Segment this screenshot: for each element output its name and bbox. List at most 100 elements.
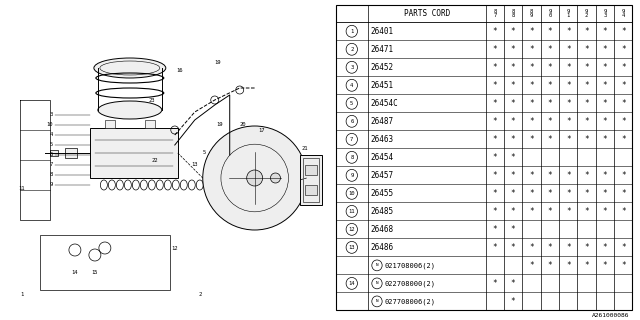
Text: *: * (511, 243, 515, 252)
Bar (145, 120, 155, 128)
Text: 26452: 26452 (371, 63, 394, 72)
Text: 5: 5 (203, 149, 206, 155)
Text: *: * (493, 207, 497, 216)
Text: 022708000(2): 022708000(2) (385, 280, 436, 287)
Text: *: * (621, 189, 625, 198)
Text: *: * (566, 99, 570, 108)
Text: *: * (621, 243, 625, 252)
Text: 26471: 26471 (371, 45, 394, 54)
Text: *: * (529, 261, 534, 270)
Text: 14: 14 (72, 269, 78, 275)
Text: *: * (493, 171, 497, 180)
Text: *: * (493, 189, 497, 198)
Text: *: * (493, 99, 497, 108)
Text: *: * (566, 63, 570, 72)
Text: 26487: 26487 (371, 117, 394, 126)
Text: 8: 8 (350, 155, 353, 160)
Text: *: * (529, 63, 534, 72)
Text: 26468: 26468 (371, 225, 394, 234)
Bar (305, 185, 317, 195)
Text: *: * (511, 45, 515, 54)
Text: *: * (584, 261, 589, 270)
Text: *: * (493, 27, 497, 36)
Text: 17: 17 (259, 127, 265, 132)
Text: *: * (621, 81, 625, 90)
Text: 26486: 26486 (371, 243, 394, 252)
Text: *: * (529, 45, 534, 54)
Text: *: * (603, 63, 607, 72)
Text: *: * (511, 279, 515, 288)
Text: 021708006(2): 021708006(2) (385, 262, 436, 268)
Text: *: * (511, 189, 515, 198)
Text: *: * (529, 27, 534, 36)
Text: *: * (493, 117, 497, 126)
Text: *: * (621, 207, 625, 216)
Text: *: * (566, 243, 570, 252)
Text: 3: 3 (50, 113, 53, 117)
Text: *: * (493, 81, 497, 90)
Text: 9
4: 9 4 (621, 9, 625, 18)
Text: *: * (511, 27, 515, 36)
Text: 23: 23 (148, 98, 155, 102)
Text: *: * (548, 27, 552, 36)
Text: 3: 3 (350, 65, 353, 70)
Text: *: * (529, 135, 534, 144)
Text: PARTS CORD: PARTS CORD (404, 9, 450, 18)
Text: *: * (584, 117, 589, 126)
Text: N: N (376, 300, 378, 303)
Text: 9
1: 9 1 (566, 9, 570, 18)
Bar (40, 235, 170, 290)
Text: 2: 2 (198, 292, 202, 298)
Text: 26454C: 26454C (371, 99, 398, 108)
Text: *: * (566, 81, 570, 90)
Text: *: * (529, 207, 534, 216)
Text: *: * (566, 45, 570, 54)
Text: 4: 4 (350, 83, 353, 88)
Bar (105, 120, 115, 128)
Text: 6: 6 (50, 153, 53, 157)
Text: *: * (621, 117, 625, 126)
Text: 26454: 26454 (371, 153, 394, 162)
Text: *: * (621, 261, 625, 270)
Text: 11: 11 (19, 186, 25, 190)
Text: 5: 5 (50, 142, 53, 148)
Text: *: * (566, 207, 570, 216)
Ellipse shape (94, 58, 166, 78)
Text: *: * (584, 63, 589, 72)
Text: *: * (584, 243, 589, 252)
Text: 4: 4 (50, 132, 53, 138)
Text: 8
7: 8 7 (493, 9, 497, 18)
Text: *: * (493, 225, 497, 234)
Text: 12: 12 (349, 227, 355, 232)
Text: *: * (548, 207, 552, 216)
Text: *: * (529, 243, 534, 252)
Text: *: * (603, 117, 607, 126)
Bar (300, 155, 322, 205)
Text: 19: 19 (214, 60, 221, 65)
Text: *: * (621, 45, 625, 54)
Text: 15: 15 (92, 269, 98, 275)
Text: *: * (511, 135, 515, 144)
Text: 9
3: 9 3 (604, 9, 607, 18)
Text: *: * (603, 243, 607, 252)
Text: *: * (621, 171, 625, 180)
Text: N: N (376, 281, 378, 285)
Text: 26455: 26455 (371, 189, 394, 198)
Circle shape (203, 126, 307, 230)
Text: 5: 5 (350, 101, 353, 106)
Text: 9
2: 9 2 (585, 9, 588, 18)
Text: *: * (493, 243, 497, 252)
Text: *: * (511, 153, 515, 162)
Text: *: * (548, 243, 552, 252)
Text: *: * (566, 261, 570, 270)
Text: *: * (584, 81, 589, 90)
Text: 26457: 26457 (371, 171, 394, 180)
Text: *: * (511, 225, 515, 234)
Text: *: * (603, 171, 607, 180)
Text: *: * (548, 99, 552, 108)
Text: *: * (493, 45, 497, 54)
Text: *: * (603, 99, 607, 108)
Text: 13: 13 (349, 245, 355, 250)
Text: *: * (529, 117, 534, 126)
Circle shape (246, 170, 262, 186)
